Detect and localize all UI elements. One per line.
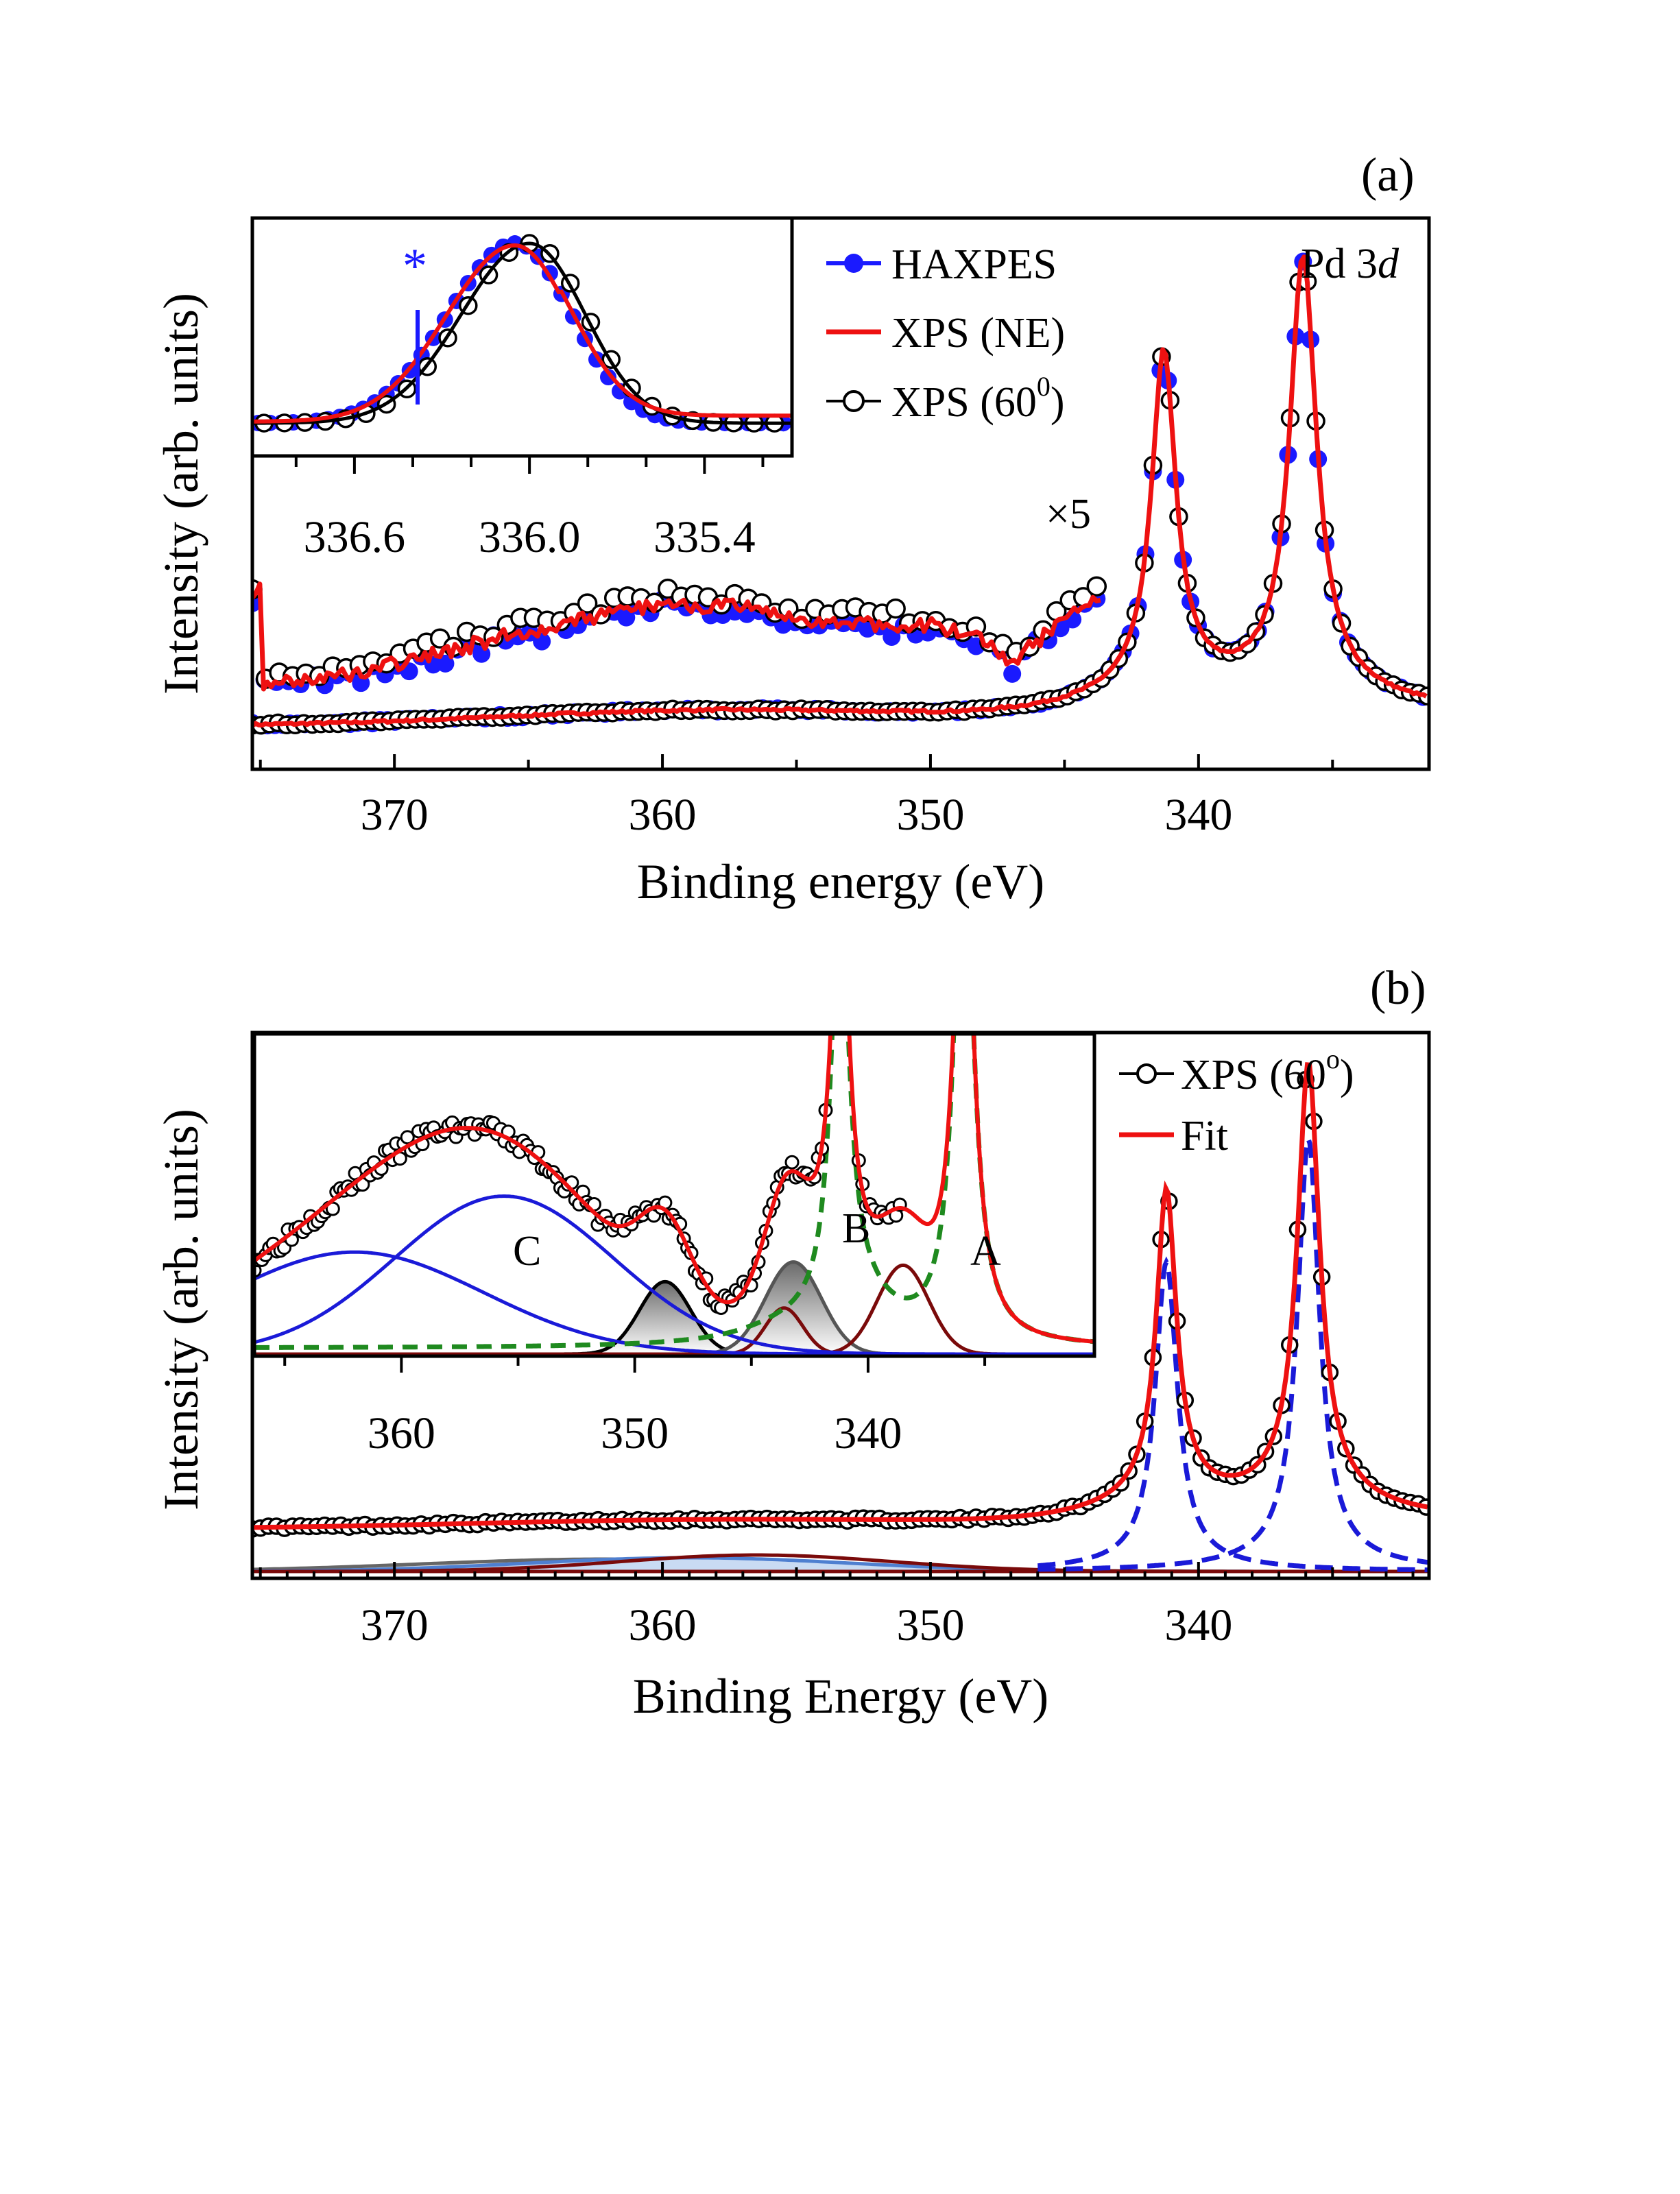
panel-b-frame: [250, 1030, 1431, 1580]
x-tick-label: 350: [896, 790, 964, 840]
haxpes-x5-point: [436, 654, 455, 673]
panel-b-x-axis: 370 360 350 340: [259, 1562, 1415, 1650]
panel-b-legend: XPS (60o) Fit: [1119, 1044, 1354, 1159]
component-label-a: A: [970, 1228, 1001, 1275]
panel-a-inset-x-axis: 336.6 336.0 335.4: [294, 456, 765, 562]
component-darkred-bottom: [252, 1553, 1429, 1574]
panel-a-xlabel: Binding energy (eV): [637, 854, 1045, 909]
panel-b-label: (b): [1370, 962, 1426, 1015]
xps-ne-line: [252, 254, 1428, 728]
inset-x-tick-label: 350: [601, 1408, 669, 1458]
component-label-b: B: [842, 1205, 870, 1252]
inset-x-tick-label: 336.0: [479, 512, 581, 562]
panel-b-inset-x-axis: 360 350 340: [283, 1356, 987, 1458]
inset-data-point: [784, 1155, 800, 1170]
x-tick-label: 360: [629, 1600, 697, 1650]
xps60-x5-point: [1086, 576, 1107, 596]
x-tick-label: 370: [361, 1600, 429, 1650]
x-tick-label: 350: [896, 1600, 964, 1650]
panel-a-plot-area: [252, 252, 1429, 735]
legend-haxpes-marker: [844, 254, 863, 273]
haxpes-x5-point: [1003, 664, 1022, 683]
peak-label-pd3d: Pd 3d: [1301, 241, 1400, 287]
fit-line: [252, 1062, 1428, 1530]
panel-a-label: (a): [1361, 149, 1415, 202]
legend-xps60: XPS (600): [891, 371, 1065, 426]
panel-b-xlabel: Binding Energy (eV): [633, 1669, 1049, 1724]
xps-ne-x5-line: [252, 581, 1101, 692]
inset-x-tick-label: 340: [834, 1408, 902, 1458]
xps60-x5-point: [885, 598, 906, 619]
haxpes-x5-point: [617, 608, 636, 627]
legend-xps60-marker: [843, 390, 865, 412]
pd-3d3-component: [1037, 1256, 1428, 1573]
panel-b-inset-plot: [254, 1034, 1094, 1356]
x-tick-label: 370: [361, 790, 429, 840]
component-C2: [254, 1250, 1094, 1356]
component-label-c: C: [513, 1228, 541, 1275]
inset-x-tick-label: 336.6: [304, 512, 406, 562]
panel-a-inset-plot: [252, 234, 792, 433]
panel-a-x-axis: 370 360 350 340: [259, 754, 1334, 840]
inset-haxpes-point: [599, 368, 616, 385]
scale-label-x5: ×5: [1046, 491, 1091, 538]
x-tick-label: 340: [1164, 790, 1232, 840]
inset-x-tick-label: 335.4: [653, 512, 756, 562]
panel-a-legend: HAXPES XPS (NE) XPS (600): [826, 241, 1065, 426]
xps60-x5-point: [577, 593, 598, 614]
inset-fit-line: [254, 1034, 1094, 1344]
pd-3d5-component: [1037, 1131, 1428, 1572]
inset-x-tick-label: 360: [368, 1408, 435, 1458]
legend-xps60-b: XPS (60o): [1181, 1044, 1354, 1098]
inset-data-point: [400, 1130, 415, 1145]
x-tick-label: 360: [629, 790, 697, 840]
legend-xps60-b-marker: [1136, 1063, 1157, 1084]
inset-xps-ne-line: [252, 243, 792, 424]
legend-haxpes: HAXPES: [891, 241, 1057, 288]
x-tick-label: 340: [1164, 1600, 1232, 1650]
legend-xps-ne: XPS (NE): [891, 310, 1065, 357]
panel-b-plot-area: [252, 1062, 1429, 1574]
panel-b-ylabel: Intensity (arb. units): [154, 1109, 208, 1510]
inset-xps60-line: [252, 241, 792, 425]
inset-asterisk-marker: *: [403, 239, 427, 293]
panel-a-ylabel: Intensity (arb. units): [154, 293, 208, 695]
panel-a-frame: [250, 216, 1431, 771]
legend-fit: Fit: [1181, 1113, 1228, 1159]
